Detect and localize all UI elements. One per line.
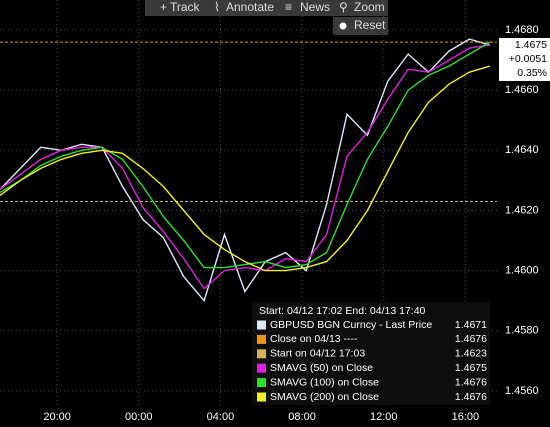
y-tick-label: 1.4560 [505,385,539,397]
legend-label: SMAVG (200) on Close [270,391,379,403]
track-icon: + [160,0,167,14]
legend-value: 1.4675 [455,362,487,374]
reset-bg[interactable] [333,17,388,35]
x-tick-label: 16:00 [452,411,480,423]
zoom-button[interactable]: Zoom [354,0,385,14]
y-tick-label: 1.4620 [505,204,539,216]
toolbar-bg [145,0,388,16]
legend-value: 1.4676 [455,376,487,388]
series-line [0,38,491,303]
legend-label: Close on 04/13 ---- [270,333,358,345]
change-pct: 0.35% [517,67,547,79]
price-tag-bg [499,38,550,81]
zoom-icon: ⚲ [339,0,348,14]
price-tag: 1.4675 +0.0051 0.35% [499,38,550,81]
y-tick-label: 1.4580 [505,325,539,337]
series-line [0,41,491,269]
legend-title: Start: 04/12 17:02 End: 04/13 17:40 [259,305,426,317]
legend-value: 1.4676 [455,333,487,345]
x-tick-label: 12:00 [370,411,398,423]
x-tick-label: 04:00 [207,411,235,423]
price: 1.4675 [515,39,547,51]
legend-bg [252,302,490,405]
legend-swatch [257,392,266,402]
y-tick-label: 1.4680 [505,24,539,36]
reset-button[interactable]: Reset [354,18,386,32]
series-line [0,44,491,290]
y-tick-label: 1.4600 [505,265,539,277]
legend-swatch [257,378,266,388]
change: +0.0051 [509,53,547,65]
y-tick-label: 1.4640 [505,144,539,156]
x-tick-label: 08:00 [288,411,316,423]
legend-label: GBPUSD BGN Curncy - Last Price [270,319,432,331]
plot-area [0,0,497,405]
legend-value: 1.4671 [455,319,487,331]
x-tick-label: 00:00 [125,411,153,423]
legend-swatch [257,334,266,344]
legend-swatch [257,320,266,330]
legend-value: 1.4623 [455,348,487,360]
news-icon: ≡ [285,0,292,14]
y-tick-label: 1.4660 [505,84,539,96]
legend-swatch [257,349,266,359]
legend-label: SMAVG (100) on Close [270,376,379,388]
legend-value: 1.4676 [455,391,487,403]
legend: Start: 04/12 17:02 End: 04/13 17:40 GBPUS… [252,302,490,405]
reset-icon [339,22,347,30]
track-button[interactable]: Track [170,0,201,14]
legend-label: Start on 04/12 17:03 [270,348,365,360]
annotate-button[interactable]: Annotate [226,0,274,14]
news-button[interactable]: News [300,0,330,14]
annotate-icon: ⌇ [214,0,220,14]
legend-label: SMAVG (50) on Close [270,362,373,374]
x-tick-label: 20:00 [43,411,71,423]
series-line [0,65,491,272]
toolbar: + Track ⌇ Annotate ≡ News ⚲ Zoom Reset [145,0,388,35]
legend-swatch [257,363,266,373]
